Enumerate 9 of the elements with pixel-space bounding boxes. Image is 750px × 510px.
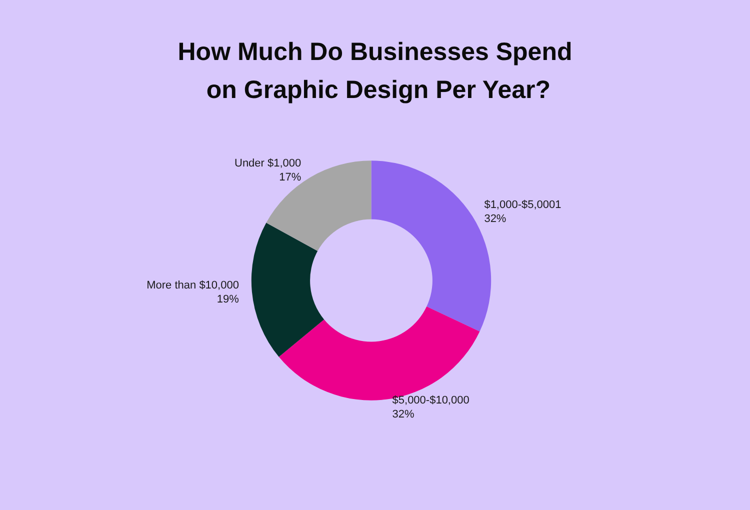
slice-label: $1,000-$5,0001: [484, 198, 562, 211]
data-label: 32%: [484, 212, 506, 225]
slice-label: $5,000-$10,000: [392, 394, 470, 406]
data-label: 19%: [216, 294, 240, 306]
slice-label: More than $10,000: [146, 280, 239, 292]
chart-title: How Much Do Businesses Spend on Graphic Design Per Year?: [178, 38, 572, 104]
slice-label: Under $1,000: [234, 157, 302, 170]
data-label: 17%: [279, 171, 302, 184]
data-label: 32%: [392, 408, 415, 420]
